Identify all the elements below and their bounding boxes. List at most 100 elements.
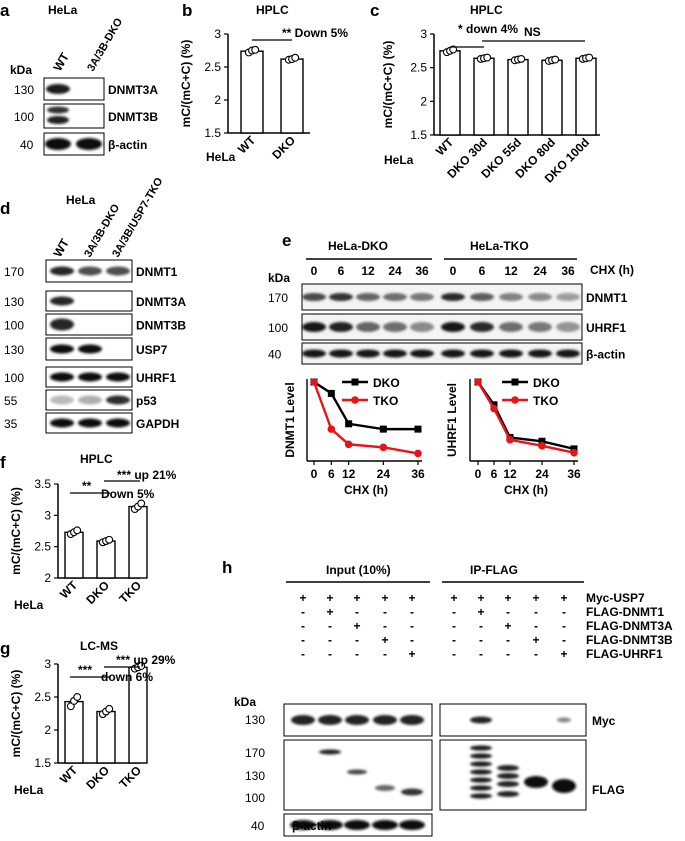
panel-e-group-dko: HeLa-DKO [328, 239, 388, 253]
x-tick-label: 36 [567, 467, 581, 481]
significance-label: *** up 21% [117, 468, 177, 482]
sign-minus: - [506, 605, 510, 619]
protein-band [345, 715, 369, 725]
data-point [291, 53, 300, 62]
sign-plus: + [353, 591, 360, 605]
row-label: FLAG-DNMT3B [586, 633, 673, 647]
mw-marker: 170 [4, 265, 24, 279]
protein-band [556, 293, 580, 301]
timepoint-label: 36 [415, 264, 429, 278]
marker-dko [538, 437, 546, 445]
sign-plus: + [504, 591, 511, 605]
y-tick-label: 2 [214, 93, 221, 107]
protein-band [470, 793, 492, 799]
panel-d-lane-tko: 3A/3B/USP7-TKO [110, 175, 166, 259]
data-point [137, 499, 146, 508]
sign-minus: - [410, 619, 414, 633]
row-label: FLAG-DNMT3A [586, 619, 673, 633]
legend-marker [351, 396, 359, 404]
panel-c-letter: c [370, 1, 379, 20]
sign-plus: + [408, 647, 415, 661]
protein-band [497, 765, 519, 771]
protein-band [470, 753, 492, 759]
protein-band [78, 418, 102, 428]
chart-b: 1.5 2 2.5 3 mC/(mC+C) (%) WT DKO ** Down 5% [179, 26, 348, 162]
protein-band [497, 791, 519, 797]
bar [575, 57, 597, 136]
sign-minus: - [355, 605, 359, 619]
sign-minus: - [534, 647, 538, 661]
category-label: WT [433, 135, 457, 159]
panel-c-method: HPLC [470, 3, 503, 17]
panel-h-mw-130a: 130 [245, 713, 265, 727]
protein-band [528, 349, 552, 358]
protein-band [399, 820, 425, 830]
x-tick-label: 12 [342, 467, 356, 481]
protein-band [528, 322, 552, 332]
protein-band [410, 349, 434, 358]
timepoint-label: 12 [504, 264, 518, 278]
bar [473, 57, 495, 136]
protein-band [317, 820, 343, 830]
sign-plus: + [450, 591, 457, 605]
marker-tko [570, 448, 578, 457]
sign-minus: - [355, 633, 359, 647]
y-tick-label: 1.5 [204, 126, 221, 140]
y-tick-label: 2.5 [204, 60, 221, 74]
protein-band [78, 395, 102, 405]
y-axis-label: mC/(mC+C) (%) [9, 670, 23, 758]
sign-minus: - [355, 647, 359, 661]
marker-tko [506, 435, 514, 444]
protein-band [50, 418, 74, 428]
significance-label: ** Down 5% [282, 26, 348, 40]
sign-plus: + [532, 633, 539, 647]
protein-band [344, 820, 370, 830]
panel-f-cell: HeLa [14, 598, 44, 612]
y-tick-label: 1.5 [34, 756, 51, 770]
panel-h-blot-flag: FLAG [592, 783, 625, 797]
row-label: Myc-USP7 [586, 591, 645, 605]
mw-marker: 100 [268, 321, 288, 335]
significance-label: * down 4% [458, 22, 518, 36]
panel-a-blot-dnmt3a: DNMT3A [108, 83, 158, 97]
data-point [137, 662, 146, 670]
bar [541, 59, 563, 136]
timepoint-label: 12 [361, 264, 375, 278]
protein-band [319, 749, 341, 755]
data-point [449, 45, 458, 54]
y-axis-label: mC/(mC+C) (%) [179, 40, 193, 128]
bar [280, 58, 304, 134]
marker-tko [474, 378, 482, 386]
sign-minus: - [506, 633, 510, 647]
protein-band [410, 293, 434, 301]
category-label: DKO [83, 763, 112, 792]
panel-a-lane-dko: 3A/3B-DKO [85, 16, 125, 74]
category-label: WT [57, 578, 81, 602]
sign-minus: - [534, 619, 538, 633]
protein-band [76, 138, 102, 150]
panel-a-letter: a [0, 1, 10, 20]
timepoint-label: 24 [388, 264, 402, 278]
blot-label: DNMT3B [136, 319, 186, 333]
data-point [483, 53, 492, 62]
legend-label: TKO [373, 394, 398, 408]
protein-band [302, 322, 326, 332]
marker-tko [490, 404, 498, 413]
y-tick-label: 3 [420, 27, 427, 41]
marker-dko [414, 425, 422, 433]
sign-minus: - [410, 633, 414, 647]
panel-f-method: HPLC [80, 452, 113, 466]
sign-minus: - [328, 619, 332, 633]
panel-h-blot-myc: Myc [592, 714, 616, 728]
protein-band [499, 293, 523, 301]
protein-band [46, 84, 70, 94]
panel-h-blot-actin: β-actin [292, 819, 331, 833]
protein-band [78, 372, 102, 382]
bar [240, 50, 264, 134]
x-tick-label: 24 [377, 467, 391, 481]
protein-band [78, 344, 102, 354]
bar [439, 50, 461, 136]
chart-f: 2 2.5 3 3.5 mC/(mC+C) (%) WT DKO TKO ** *** up 21… [9, 468, 177, 607]
data-point [551, 55, 560, 64]
